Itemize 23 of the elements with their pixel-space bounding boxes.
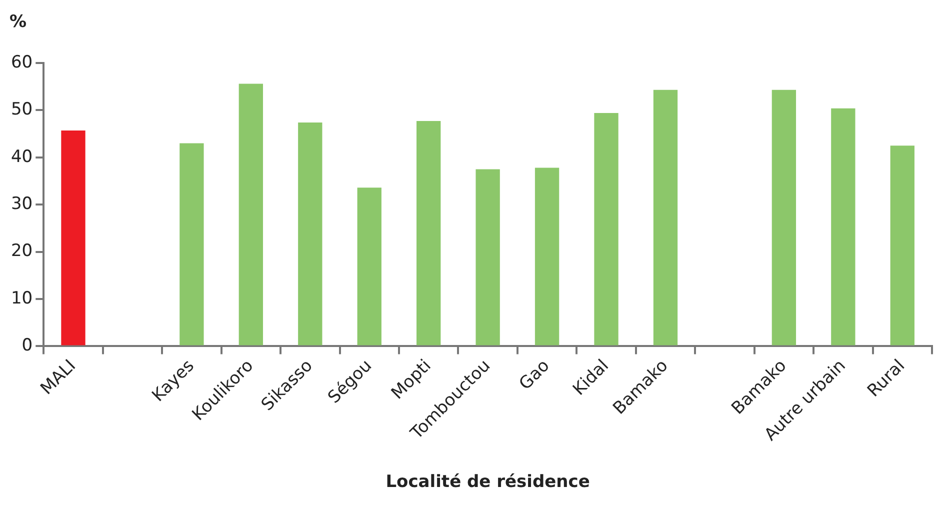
bar bbox=[890, 146, 914, 346]
bar bbox=[61, 130, 86, 346]
y-tick-label: 60 bbox=[10, 52, 33, 72]
bar bbox=[594, 113, 618, 346]
y-tick-label: 0 bbox=[22, 336, 33, 356]
y-axis-title: % bbox=[9, 12, 27, 32]
y-tick-label: 10 bbox=[10, 288, 33, 308]
bar bbox=[357, 188, 382, 346]
bar bbox=[534, 168, 560, 346]
bar bbox=[238, 84, 263, 346]
y-tick-label: 50 bbox=[10, 100, 33, 120]
bar bbox=[416, 121, 441, 346]
bar bbox=[772, 90, 796, 346]
bar bbox=[653, 90, 678, 346]
bar bbox=[180, 143, 204, 346]
bar bbox=[298, 122, 322, 346]
bar bbox=[476, 169, 500, 346]
y-tick-label: 40 bbox=[10, 146, 33, 167]
x-tick-label: Gao bbox=[516, 356, 554, 394]
bar bbox=[831, 108, 856, 346]
y-tick-label: 30 bbox=[10, 194, 33, 214]
x-axis-title: Localité de résidence bbox=[386, 472, 590, 492]
y-tick-label: 20 bbox=[10, 241, 33, 262]
